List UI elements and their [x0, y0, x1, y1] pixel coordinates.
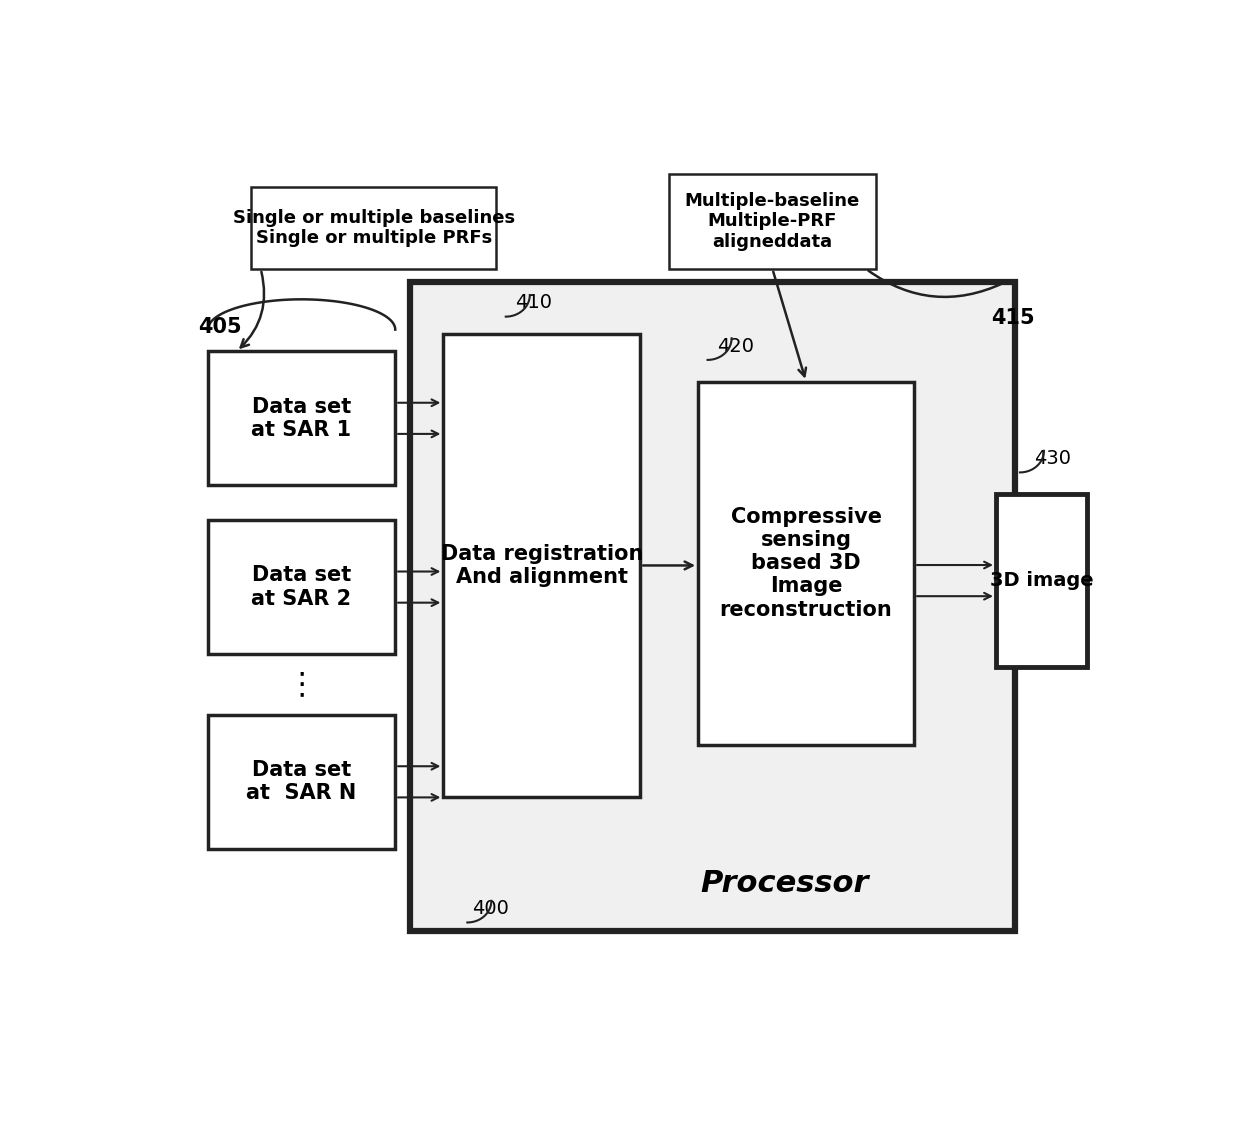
- Text: Data registration
And alignment: Data registration And alignment: [440, 544, 644, 587]
- Text: Compressive
sensing
based 3D
Image
reconstruction: Compressive sensing based 3D Image recon…: [719, 507, 893, 619]
- Text: Data set
at SAR 1: Data set at SAR 1: [252, 397, 352, 439]
- Bar: [698, 381, 914, 745]
- Text: Single or multiple baselines
Single or multiple PRFs: Single or multiple baselines Single or m…: [233, 209, 515, 247]
- Text: Processor: Processor: [701, 869, 869, 898]
- Bar: [409, 282, 1016, 931]
- Text: 3D image: 3D image: [990, 571, 1094, 590]
- Text: Data set
at SAR 2: Data set at SAR 2: [252, 565, 352, 609]
- Text: 405: 405: [198, 317, 242, 336]
- Bar: [250, 187, 496, 269]
- Text: 410: 410: [516, 293, 552, 312]
- Bar: [208, 715, 396, 849]
- Text: 430: 430: [1034, 450, 1071, 468]
- Text: Data set
at  SAR N: Data set at SAR N: [247, 760, 357, 804]
- Bar: [996, 495, 1087, 668]
- Text: 415: 415: [991, 308, 1034, 328]
- Bar: [208, 520, 396, 654]
- Bar: [670, 174, 875, 269]
- Text: Multiple-baseline
Multiple-PRF
aligneddata: Multiple-baseline Multiple-PRF alignedda…: [684, 191, 861, 252]
- Bar: [208, 351, 396, 486]
- Text: 400: 400: [472, 899, 508, 918]
- Text: ⋮: ⋮: [286, 670, 316, 699]
- Text: 420: 420: [717, 336, 754, 355]
- Bar: [444, 334, 640, 797]
- Text: 401: 401: [257, 236, 303, 256]
